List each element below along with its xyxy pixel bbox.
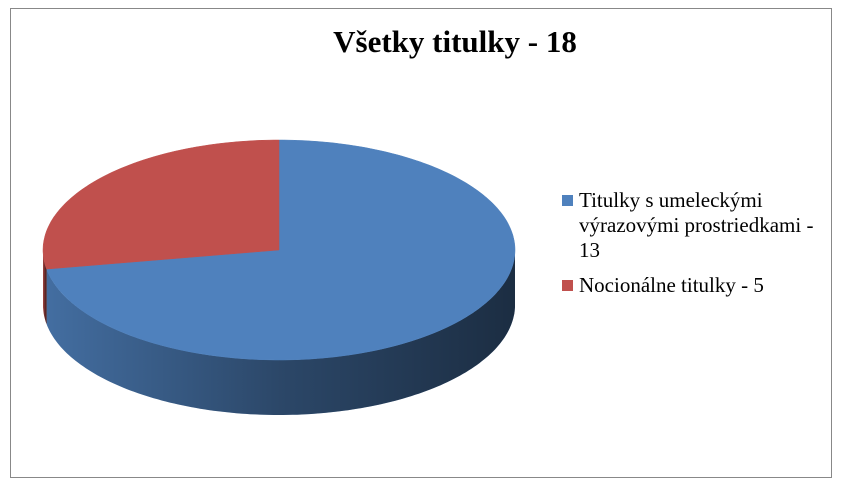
chart-frame [10, 8, 832, 478]
legend-label: Titulky s umeleckými výrazovými prostrie… [579, 188, 814, 262]
legend-item: Nocionálne titulky - 5 [562, 273, 824, 298]
legend-label: Nocionálne titulky - 5 [579, 273, 764, 297]
side-shade [43, 250, 47, 325]
slice [46, 139, 516, 361]
side-shade [46, 250, 515, 415]
legend-swatch [562, 280, 573, 291]
chart-title: Všetky titulky - 18 [333, 24, 577, 59]
legend-swatch [562, 195, 573, 206]
legend: Titulky s umeleckými výrazovými prostrie… [562, 188, 824, 308]
legend-item: Titulky s umeleckými výrazovými prostrie… [562, 188, 824, 263]
slice [42, 139, 280, 270]
